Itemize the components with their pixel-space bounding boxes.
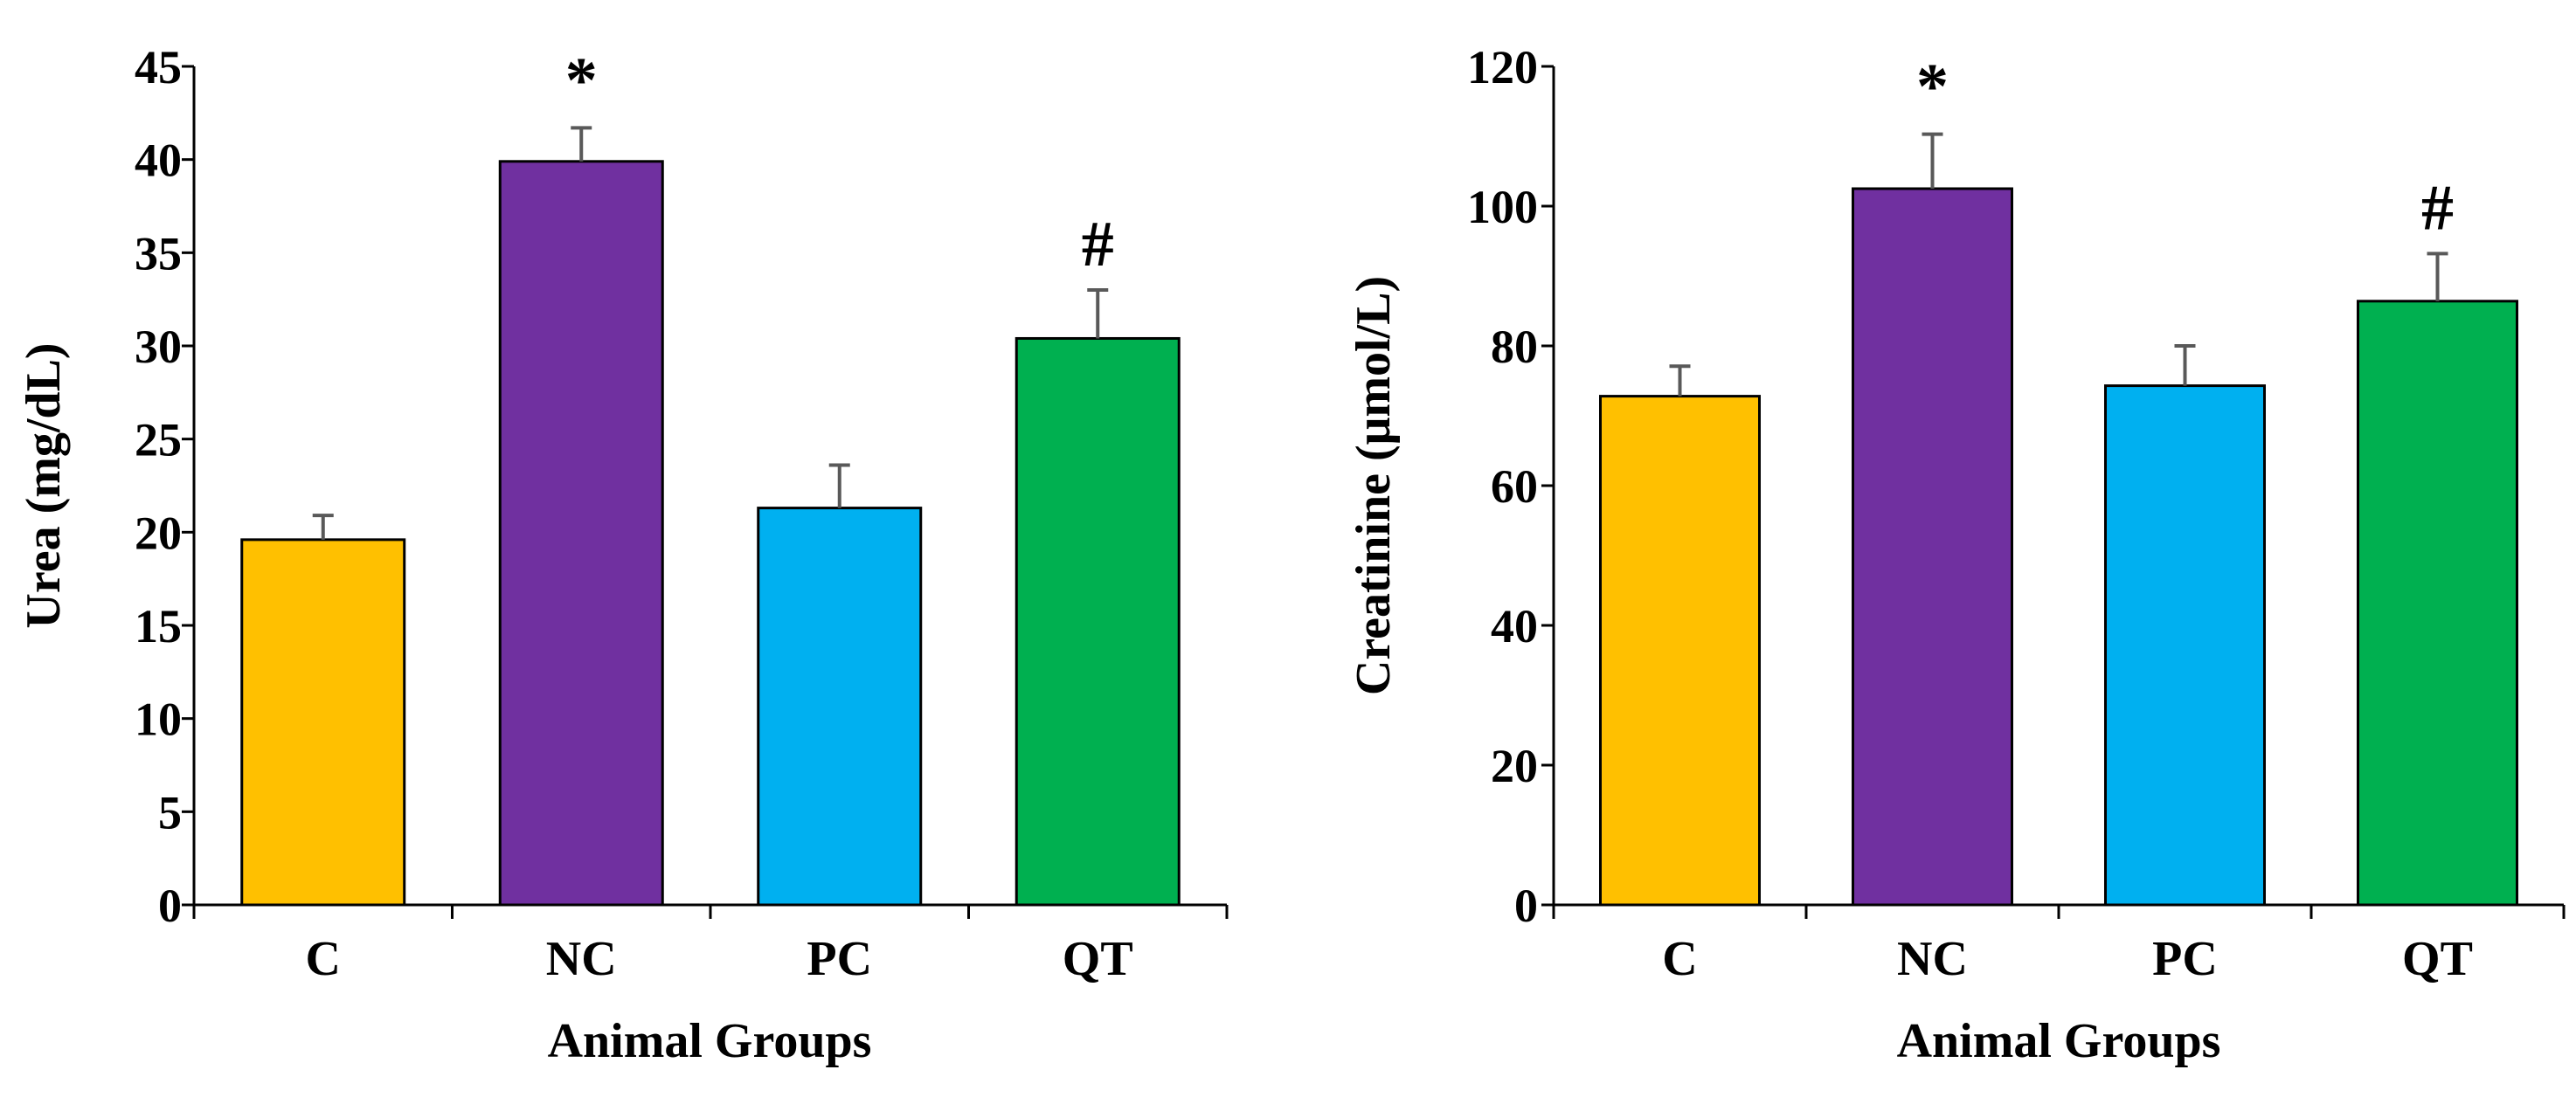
- x-category-label: C: [306, 932, 341, 986]
- x-category-label: QT: [1063, 932, 1133, 986]
- y-tick-label: 35: [135, 227, 182, 280]
- x-axis-title: Animal Groups: [1897, 1014, 2221, 1068]
- y-tick-label: 30: [135, 321, 182, 373]
- bar-nc: [1852, 187, 2013, 907]
- y-tick-label: 5: [158, 786, 182, 838]
- y-tick-label: 60: [1491, 460, 1538, 513]
- significance-asterisk: *: [565, 45, 598, 116]
- y-tick-label: 20: [1491, 740, 1538, 792]
- urea-chart: 0 5 10 15 20 25 30 35 40 45 C * NC PC # QT Animal Groups…: [17, 41, 1229, 1068]
- x-category-label: QT: [2402, 932, 2473, 986]
- bar-qt: [2357, 300, 2518, 907]
- bar-nc: [498, 160, 664, 907]
- y-tick-label: 120: [1467, 41, 1538, 93]
- creatinine-chart: 0 20 40 60 80 100 120 C * NC PC # QT Animal Groups Cre…: [1347, 41, 2566, 1068]
- y-tick-label: 15: [135, 600, 182, 652]
- bar-pc: [757, 507, 923, 907]
- bar-c: [240, 538, 406, 907]
- significance-hash: #: [1082, 209, 1114, 280]
- significance-asterisk: *: [1916, 52, 1949, 123]
- y-tick-label: 25: [135, 414, 182, 466]
- y-axis-title: Urea (mg/dL): [17, 342, 71, 628]
- bar-c: [1599, 395, 1761, 907]
- significance-hash: #: [2421, 172, 2454, 244]
- x-category-label: PC: [2152, 932, 2218, 986]
- bar-qt: [1014, 336, 1181, 907]
- y-tick-label: 45: [135, 41, 182, 93]
- y-tick-label: 40: [1491, 600, 1538, 652]
- x-category-label: PC: [807, 932, 872, 986]
- y-tick-label: 0: [1514, 880, 1538, 932]
- y-tick-label: 20: [135, 507, 182, 559]
- y-tick-label: 0: [158, 880, 182, 932]
- y-tick-label: 80: [1491, 321, 1538, 373]
- y-tick-label: 10: [135, 694, 182, 746]
- x-category-label: C: [1662, 932, 1697, 986]
- y-axis-title: Creatinine (μmol/L): [1347, 276, 1401, 695]
- y-tick-label: 100: [1467, 181, 1538, 233]
- bar-pc: [2104, 384, 2266, 907]
- y-tick-label: 40: [135, 135, 182, 187]
- x-category-label: NC: [1897, 932, 1968, 986]
- x-axis-title: Animal Groups: [548, 1014, 872, 1068]
- x-category-label: NC: [546, 932, 617, 986]
